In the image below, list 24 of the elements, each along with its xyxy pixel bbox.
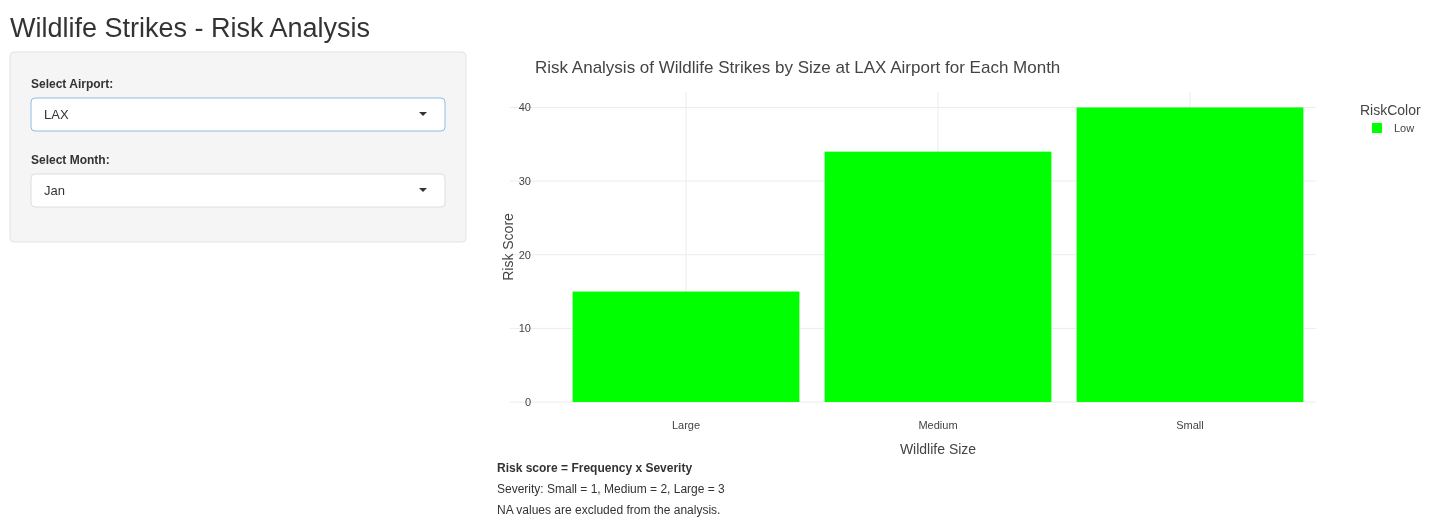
- y-tick-label: 40: [518, 101, 531, 114]
- text: Severity: Small = 1, Medium = 2, Large = 3: [497, 482, 726, 496]
- x-axis-title: Wildlife Size: [899, 441, 977, 457]
- text: Jan: [44, 183, 65, 198]
- text: Wildlife Strikes - Risk Analysis: [10, 13, 371, 43]
- y-tick-label: 0: [524, 396, 531, 408]
- text: LAX: [44, 107, 69, 122]
- text: Select Month:: [31, 153, 110, 167]
- legend-title: RiskColor: [1360, 102, 1422, 118]
- y-tick-label: 10: [518, 322, 531, 335]
- text: Risk score = Frequency x Severity: [497, 461, 693, 475]
- chart-title: Risk Analysis of Wildlife Strikes by Size at LAX Airport for Each Month: [535, 58, 1061, 77]
- x-tick-label: Small: [1176, 419, 1204, 431]
- x-tick-label: Medium: [918, 419, 958, 431]
- bar: [824, 151, 1052, 402]
- x-tick-label: Large: [671, 419, 701, 431]
- y-axis-title: Risk Score: [500, 212, 516, 281]
- y-tick-label: 30: [518, 175, 531, 188]
- legend-label: Low: [1394, 122, 1415, 134]
- text: NA values are excluded from the analysis.: [497, 503, 721, 517]
- y-tick-label: 20: [518, 248, 531, 261]
- bar: [572, 291, 800, 402]
- text: Select Airport:: [31, 77, 114, 91]
- bar: [1076, 107, 1304, 402]
